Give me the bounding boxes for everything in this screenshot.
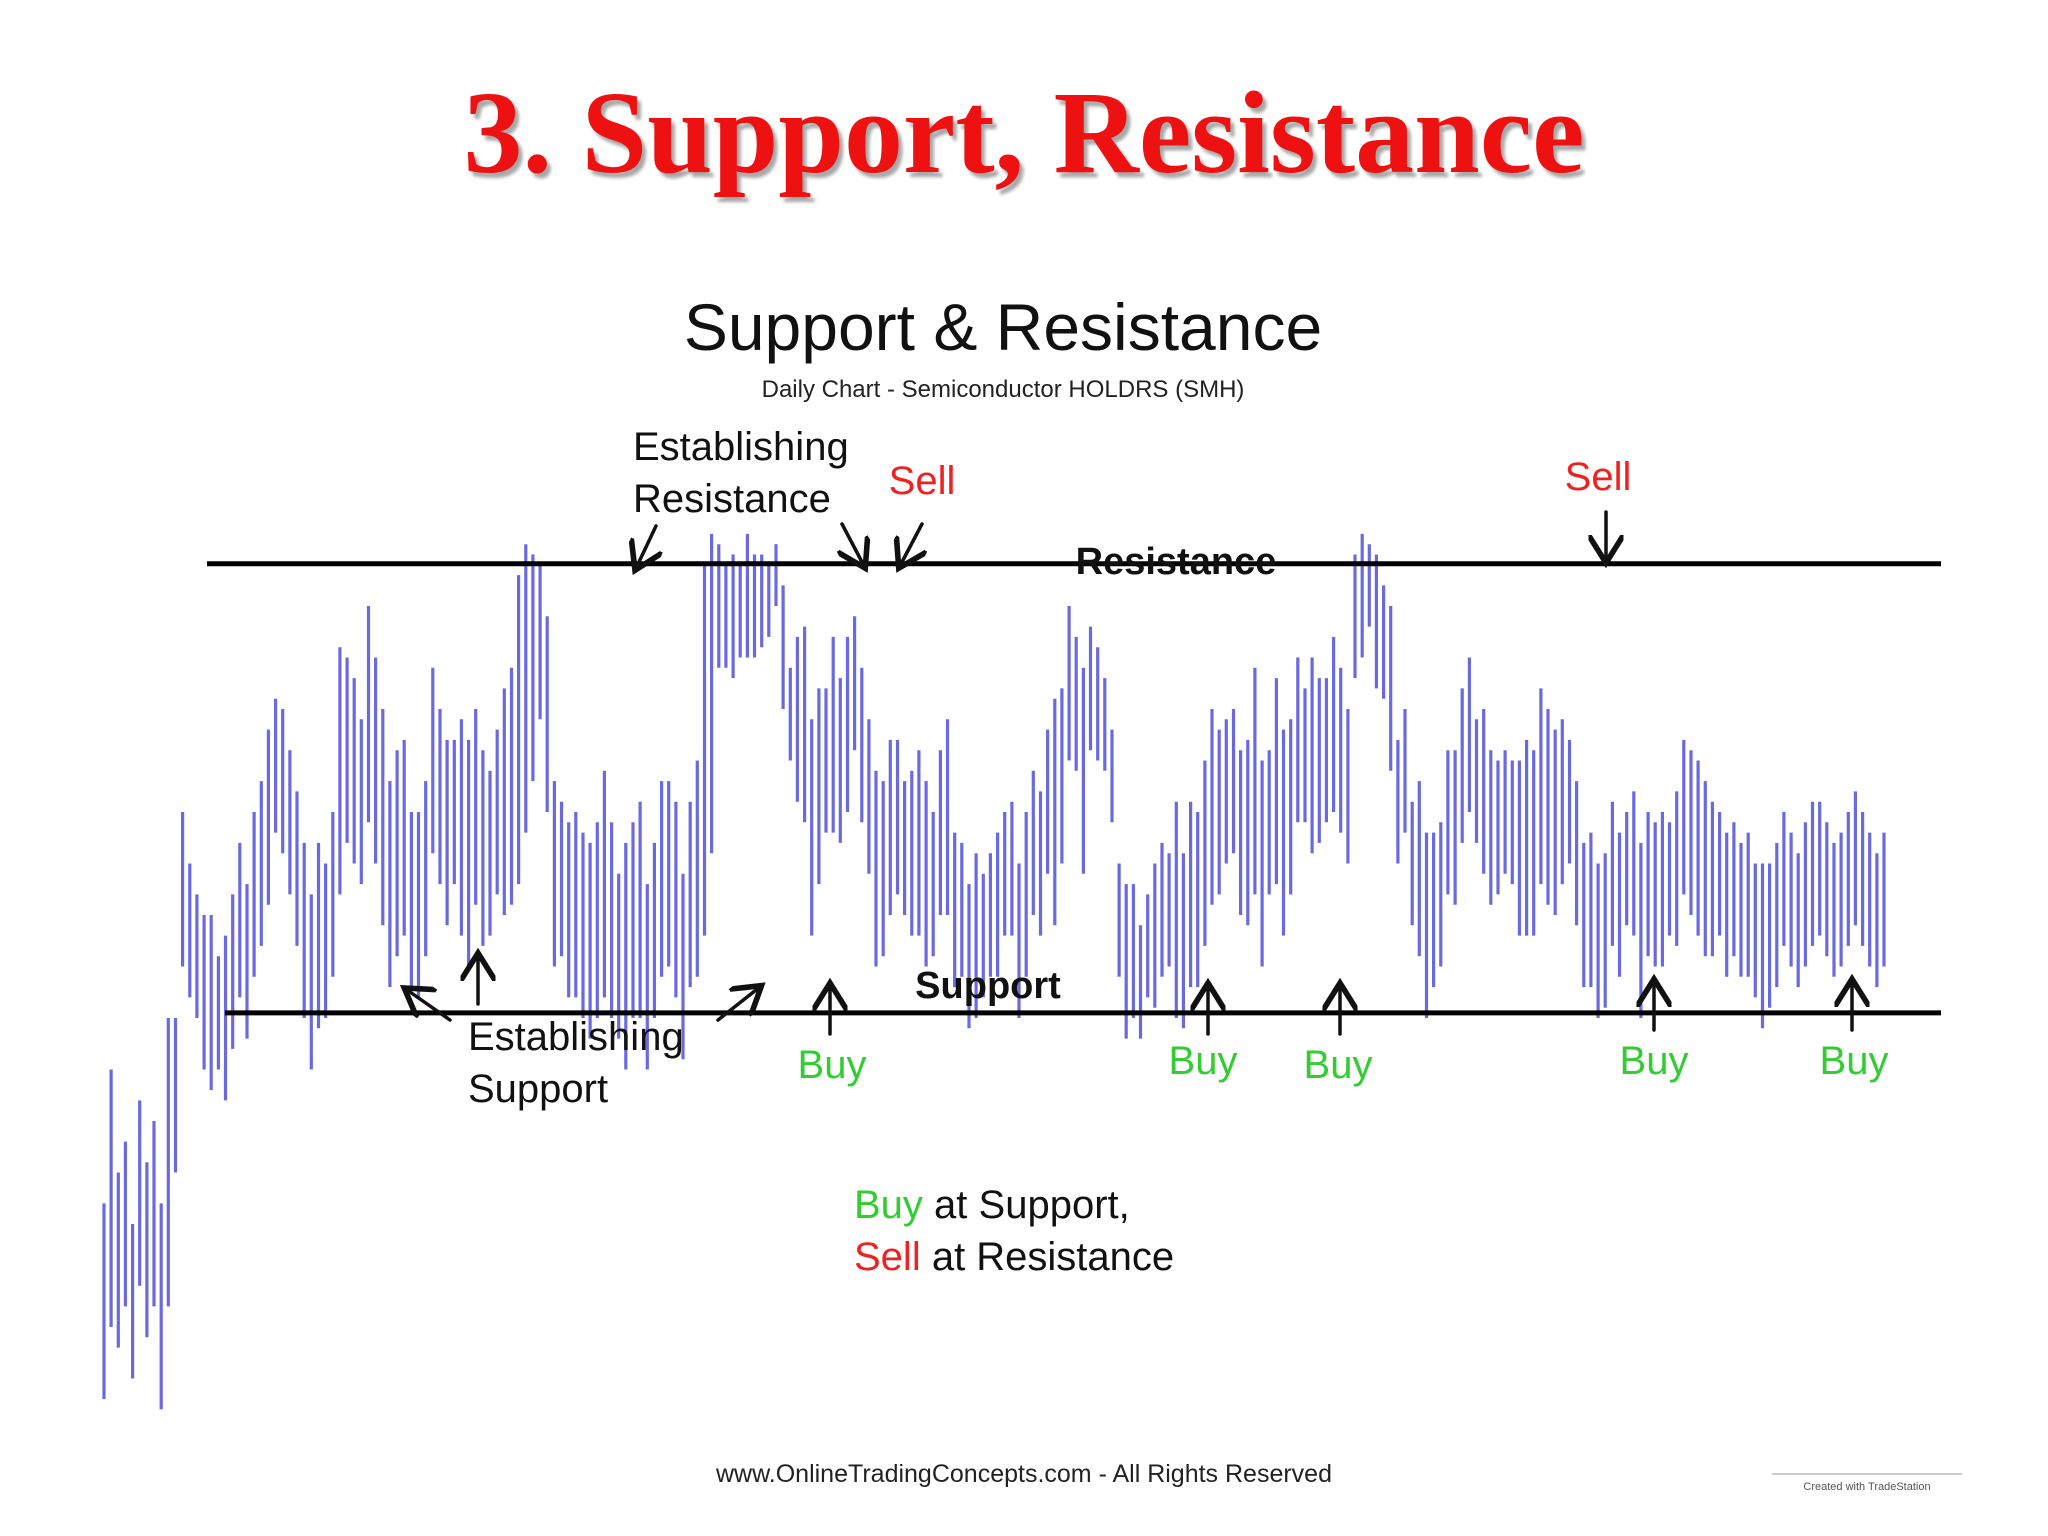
buy-label: Buy: [1820, 1039, 1889, 1083]
arrow-icon: [410, 992, 452, 1022]
buy-label: Buy: [1620, 1039, 1689, 1083]
annotation-arrows: [410, 510, 1852, 1036]
arrow-icon: [638, 524, 656, 564]
arrow-icon: [842, 522, 862, 562]
sell-label: Sell: [1565, 455, 1632, 499]
note-buy-word: Buy: [854, 1183, 923, 1227]
note-sell-word: Sell: [854, 1235, 921, 1279]
chart-title: Support & Resistance: [684, 290, 1322, 364]
buy-label: Buy: [798, 1043, 867, 1087]
resistance-label: Resistance: [1076, 541, 1277, 583]
establishing-support-label: Establishing Support: [468, 1015, 695, 1111]
note-buy-line: Buy at Support,: [854, 1183, 1130, 1227]
arrow-icon: [716, 990, 756, 1022]
support-label: Support: [915, 965, 1061, 1007]
footer-source: www.OnlineTradingConcepts.com - All Righ…: [715, 1460, 1332, 1488]
slide-title: 3. Support, Resistance: [463, 67, 1585, 198]
buy-label: Buy: [1304, 1043, 1373, 1087]
sell-label: Sell: [889, 459, 956, 503]
chart-subtitle: Daily Chart - Semiconductor HOLDRS (SMH): [762, 376, 1245, 403]
arrow-icon: [902, 522, 922, 562]
note-buy-rest: at Support,: [923, 1183, 1130, 1227]
footer-credit: Created with TradeStation: [1803, 1481, 1930, 1493]
buy-label: Buy: [1169, 1039, 1238, 1083]
note-sell-line: Sell at Resistance: [854, 1235, 1174, 1279]
price-bars: [102, 533, 1886, 1410]
establishing-resistance-label: Establishing Resistance: [633, 425, 860, 521]
note-sell-rest: at Resistance: [921, 1235, 1174, 1279]
